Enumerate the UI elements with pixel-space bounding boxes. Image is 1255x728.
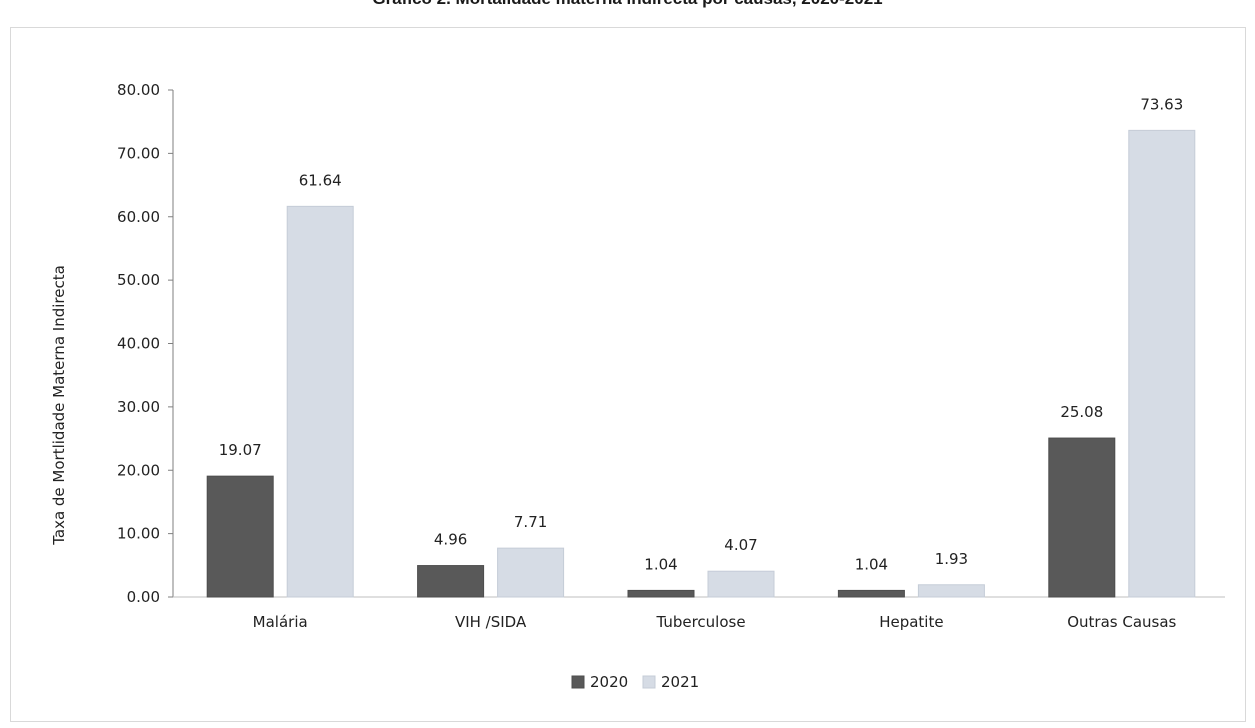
x-category-label: Outras Causas xyxy=(1067,613,1176,631)
data-label-2020: 25.08 xyxy=(1060,403,1103,421)
y-tick-label: 60.00 xyxy=(117,208,160,226)
legend-label-2020: 2020 xyxy=(590,673,628,691)
y-tick-label: 10.00 xyxy=(117,525,160,543)
y-axis-label-group: Taxa de Mortlidade Materna Indirecta xyxy=(50,265,68,546)
chart-title: Gráfico 2. Mortalidade materna indirecta… xyxy=(0,0,1255,9)
data-label-2021: 7.71 xyxy=(514,513,547,531)
bar-2021 xyxy=(497,547,565,598)
x-category-label: Hepatite xyxy=(879,613,943,631)
x-category-label: Malária xyxy=(253,613,308,631)
y-axis-label: Taxa de Mortlidade Materna Indirecta xyxy=(50,265,68,546)
data-labels: 19.07 61.64 4.96 7.71 1.04 4.07 1.04 1.93 25.08 7… xyxy=(219,95,1184,573)
legend-swatch-2021 xyxy=(642,675,656,689)
bar-2020 xyxy=(1048,437,1116,598)
y-tick-label: 20.00 xyxy=(117,461,160,479)
data-label-2021: 1.93 xyxy=(935,550,968,568)
y-tick-label: 50.00 xyxy=(117,271,160,289)
bar-2020 xyxy=(627,589,695,598)
legend: 2020 2021 xyxy=(571,673,699,691)
data-label-2020: 1.04 xyxy=(644,555,677,573)
data-label-2021: 61.64 xyxy=(299,171,342,189)
data-label-2020: 19.07 xyxy=(219,441,262,459)
bar-2021 xyxy=(707,570,775,598)
y-tick-label: 0.00 xyxy=(127,588,160,606)
data-label-2020: 1.04 xyxy=(855,555,888,573)
chart-frame xyxy=(10,27,1246,722)
y-tick-label: 80.00 xyxy=(117,81,160,99)
bar-2020 xyxy=(837,589,905,598)
legend-label-2021: 2021 xyxy=(661,673,699,691)
data-label-2021: 4.07 xyxy=(724,536,757,554)
x-category-label: Tuberculose xyxy=(655,613,745,631)
y-tick-label: 40.00 xyxy=(117,335,160,353)
legend-swatch-2020 xyxy=(571,675,585,689)
y-tick-label: 70.00 xyxy=(117,144,160,162)
x-category-label: VIH /SIDA xyxy=(455,613,527,631)
data-label-2020: 4.96 xyxy=(434,531,467,549)
bar-2020 xyxy=(206,475,274,598)
bar-2021 xyxy=(1128,129,1196,598)
y-tick-label: 30.00 xyxy=(117,398,160,416)
bar-2020 xyxy=(417,565,485,598)
bars xyxy=(206,129,1196,598)
axes: 0.00 10.00 20.00 30.00 40.00 50.00 60.00 70.00 8… xyxy=(117,81,1225,631)
bar-2021 xyxy=(917,584,985,598)
bar-2021 xyxy=(286,205,354,598)
data-label-2021: 73.63 xyxy=(1140,95,1183,113)
